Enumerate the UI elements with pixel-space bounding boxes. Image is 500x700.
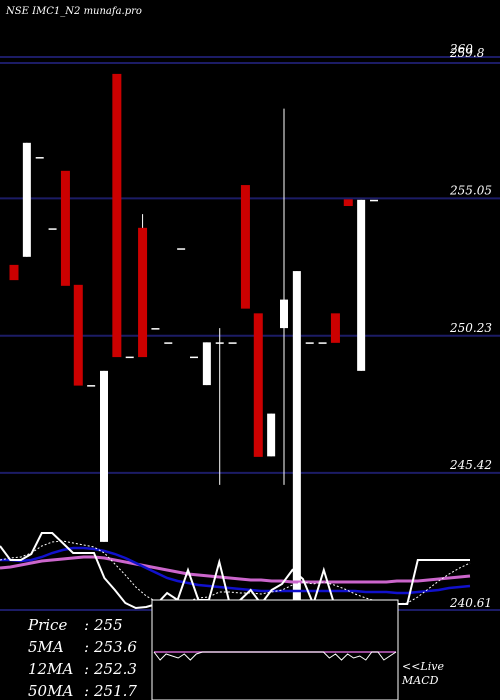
- candle-body: [164, 342, 173, 344]
- candle: [357, 199, 366, 371]
- candle-body: [228, 342, 237, 344]
- candle-body: [22, 142, 31, 257]
- ma-medium-line: [0, 546, 471, 595]
- candle: [202, 342, 211, 386]
- candle: [112, 73, 122, 358]
- candle-body: [48, 228, 57, 230]
- price-tick-label: 260: [449, 42, 473, 56]
- ma-long-line: [0, 555, 471, 584]
- stat-colon: :: [84, 616, 89, 634]
- candle-body: [87, 385, 96, 387]
- candle-body: [177, 248, 186, 250]
- candle-body: [125, 356, 134, 359]
- candle-body: [73, 284, 83, 386]
- macd-panel: [151, 599, 399, 700]
- candle: [60, 170, 70, 286]
- stat-colon: :: [84, 638, 89, 656]
- stat-colon: :: [84, 682, 89, 700]
- stat-value: 255: [93, 616, 123, 634]
- candle-body: [330, 313, 340, 343]
- price-tick-label: 250.23: [449, 321, 492, 335]
- candle-body: [280, 299, 288, 329]
- candle: [87, 385, 96, 387]
- candle: [177, 248, 186, 250]
- candle: [370, 199, 378, 202]
- candle-body: [343, 199, 353, 207]
- candle-body: [305, 342, 314, 344]
- candle: [228, 342, 237, 344]
- candle-body: [357, 199, 366, 371]
- price-tick-label: 255.05: [449, 183, 492, 197]
- candle-body: [267, 413, 276, 457]
- candle: [22, 142, 31, 257]
- candle: [190, 356, 198, 359]
- stat-value: 252.3: [93, 660, 137, 678]
- stat-label: 12MA: [28, 660, 73, 678]
- candle: [280, 108, 288, 485]
- candle: [305, 342, 314, 344]
- candle: [48, 228, 57, 230]
- candle: [73, 284, 83, 386]
- candle-body: [190, 356, 198, 359]
- candle: [253, 313, 263, 457]
- chart-title: NSE IMC1_N2 munafa.pro: [5, 6, 142, 17]
- candle-body: [100, 370, 108, 542]
- candle: [343, 199, 353, 207]
- candle-body: [370, 199, 378, 202]
- price-tick-label: 240.61: [449, 596, 492, 610]
- stat-value: 253.6: [93, 638, 137, 656]
- candle: [9, 264, 19, 281]
- candle: [125, 356, 134, 359]
- macd-box: [151, 599, 399, 700]
- candle-body: [253, 313, 263, 457]
- candle: [35, 157, 44, 159]
- stat-colon: :: [84, 660, 89, 678]
- macd-label-line-1: <<Live: [402, 660, 444, 673]
- candle-body: [138, 227, 148, 358]
- candle-body: [112, 73, 122, 358]
- candle-body: [9, 264, 19, 281]
- macd-line: [153, 651, 397, 661]
- candle: [100, 370, 108, 542]
- candle: [318, 342, 327, 344]
- stat-label: 50MA: [28, 682, 73, 700]
- stat-value: 251.7: [93, 682, 137, 700]
- price-tick-label: 259.8: [449, 46, 485, 60]
- candle-body: [215, 342, 224, 344]
- candle-body: [35, 157, 44, 159]
- candle: [292, 271, 301, 610]
- candle: [151, 328, 160, 330]
- candle: [164, 342, 173, 344]
- macd-label-line-2: MACD: [401, 674, 439, 687]
- candle-body: [240, 185, 250, 309]
- stat-label: Price: [27, 616, 67, 634]
- candle: [330, 313, 340, 343]
- candle-body: [292, 271, 301, 610]
- candlesticks: [9, 73, 378, 610]
- candle-body: [318, 342, 327, 344]
- candle-body: [60, 170, 70, 286]
- candle-body: [151, 328, 160, 330]
- candle: [138, 214, 148, 358]
- candle-body: [202, 342, 211, 386]
- candle: [240, 185, 250, 309]
- price-tick-label: 245.42: [449, 458, 492, 472]
- candle: [267, 413, 276, 457]
- candle: [215, 328, 224, 485]
- stat-label: 5MA: [28, 638, 64, 656]
